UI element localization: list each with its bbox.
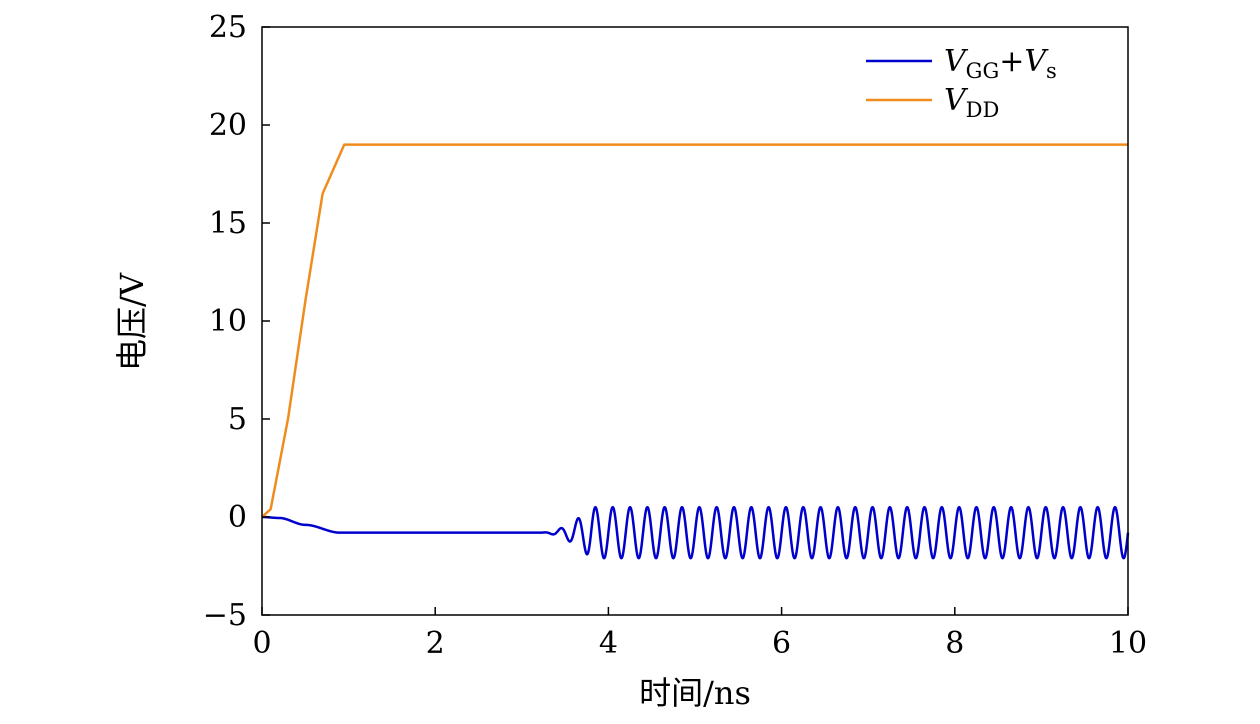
y-tick-label: −5 xyxy=(203,598,247,633)
legend-label-vs-main: V xyxy=(1024,44,1049,79)
y-tick-label: 25 xyxy=(209,10,247,45)
y-tick-label: 20 xyxy=(209,108,247,143)
x-tick-label: 2 xyxy=(426,626,445,661)
x-tick-label: 4 xyxy=(599,626,618,661)
y-tick-label: 10 xyxy=(209,304,247,339)
x-axis-title: 时间/ns xyxy=(639,674,751,712)
series-line-vgg-vs xyxy=(262,505,1130,560)
x-tick-label: 10 xyxy=(1109,626,1147,661)
x-tick-label: 0 xyxy=(252,626,271,661)
legend-label-vgg-main: V xyxy=(944,44,969,79)
legend-label-vdd: VDD xyxy=(944,83,999,122)
y-tick-label: 0 xyxy=(228,500,247,535)
legend-label-vgg-plus: + xyxy=(999,44,1024,79)
series-line-vdd xyxy=(261,143,1129,518)
legend-label-vgg-sub: GG xyxy=(966,59,1000,83)
legend-label-vdd-main: V xyxy=(944,83,969,118)
series-layer xyxy=(261,143,1130,560)
x-tick-label: 8 xyxy=(945,626,964,661)
legend-label-vs-sub: s xyxy=(1046,59,1057,83)
y-axis-title: 电压/V xyxy=(113,272,151,371)
legend-label-vgg: VGG+Vs xyxy=(944,44,1057,83)
legend: VGG+Vs VDD xyxy=(866,44,1057,122)
legend-label-vdd-sub: DD xyxy=(966,98,1000,122)
x-tick-label: 6 xyxy=(772,626,791,661)
y-tick-label: 5 xyxy=(228,402,247,437)
y-tick-label: 15 xyxy=(209,206,247,241)
